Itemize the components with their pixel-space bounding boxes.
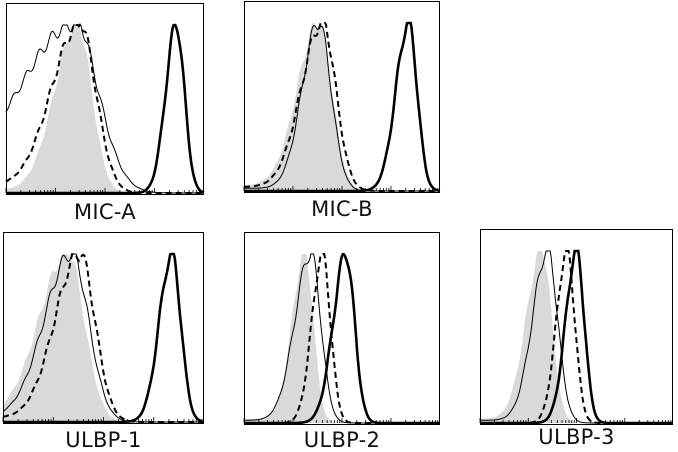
histogram-panel-ulbp-1 bbox=[2, 232, 205, 424]
plot-frame bbox=[3, 232, 204, 424]
histogram-series-dashed bbox=[2, 253, 204, 423]
histogram-series-thick-solid bbox=[480, 249, 673, 425]
histogram-series-dashed bbox=[480, 250, 673, 424]
histogram-series-dashed bbox=[244, 253, 440, 424]
histogram-panel-ulbp-3 bbox=[479, 229, 673, 425]
histogram-plot-ulbp-2 bbox=[243, 232, 440, 425]
histogram-series-shaded-filled bbox=[244, 23, 440, 191]
panel-label-mic-a: MIC-A bbox=[74, 200, 136, 224]
histogram-series-dashed bbox=[244, 22, 440, 192]
histogram-plot-mic-b bbox=[243, 1, 441, 193]
plot-frame bbox=[480, 229, 673, 425]
plot-frame bbox=[244, 1, 440, 193]
histogram-series-thick-solid bbox=[244, 252, 440, 425]
panel-label-ulbp-1: ULBP-1 bbox=[65, 428, 142, 452]
histogram-series-shaded-filled bbox=[6, 25, 204, 193]
histogram-panel-ulbp-2 bbox=[243, 232, 440, 425]
histogram-plot-ulbp-3 bbox=[479, 229, 673, 425]
histogram-series-shaded-filled bbox=[244, 254, 440, 423]
histogram-series-shaded-filled bbox=[480, 251, 673, 423]
histogram-plot-mic-a bbox=[5, 3, 205, 195]
histogram-series-thin-solid bbox=[480, 250, 673, 424]
plot-frame bbox=[244, 232, 440, 425]
histogram-series-thin-solid bbox=[244, 24, 440, 192]
histogram-panel-mic-a bbox=[5, 3, 205, 195]
plot-frame bbox=[6, 3, 204, 195]
histogram-series-thin-solid bbox=[244, 253, 440, 424]
panel-label-mic-b: MIC-B bbox=[311, 197, 373, 221]
histogram-plot-ulbp-1 bbox=[2, 232, 205, 424]
histogram-series-dashed bbox=[5, 23, 204, 194]
panel-label-ulbp-2: ULBP-2 bbox=[303, 428, 381, 452]
histogram-panel-mic-b bbox=[243, 1, 441, 193]
panel-label-ulbp-3: ULBP-3 bbox=[538, 425, 615, 449]
histogram-series-shaded-filled bbox=[3, 254, 204, 422]
